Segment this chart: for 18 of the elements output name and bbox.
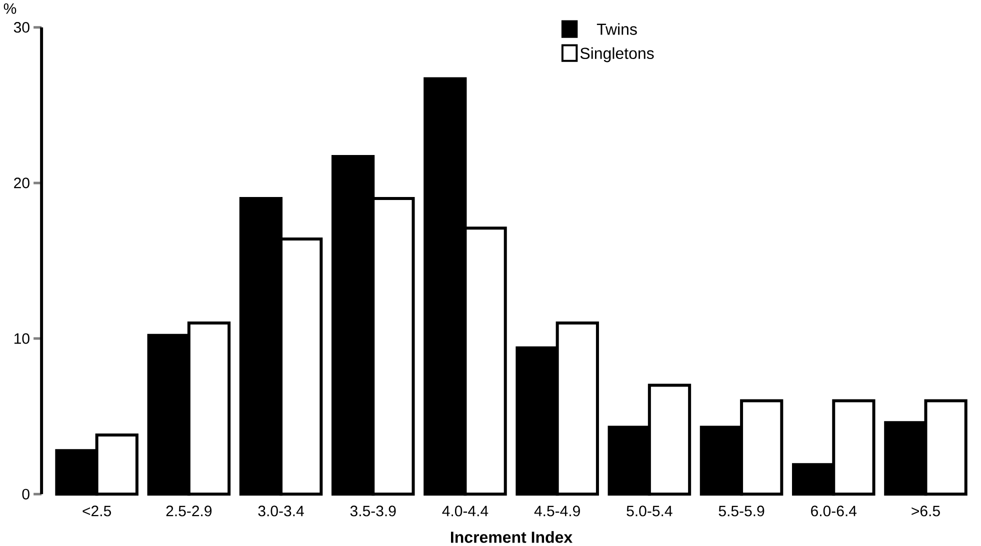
x-tick-label: 5.0-5.4: [626, 506, 672, 516]
x-tick-label: <2.5: [82, 506, 111, 516]
x-tick-label: 4.5-4.9: [534, 506, 580, 516]
x-tick-label: 3.0-3.4: [258, 506, 304, 516]
y-tick-label: 0: [22, 488, 30, 500]
legend-label: Singletons: [580, 47, 654, 62]
x-tick-label: 5.5-5.9: [718, 506, 764, 516]
y-tick-label: 10: [14, 333, 30, 344]
x-tick-label: 6.0-6.4: [811, 506, 857, 516]
x-axis-title: Increment Index: [451, 531, 572, 543]
x-tick-label: 2.5-2.9: [166, 506, 212, 516]
x-tick-label: >6.5: [912, 506, 940, 516]
x-tick-label: 4.0-4.4: [442, 506, 488, 516]
y-tick-label: 30: [14, 22, 30, 33]
x-tick-label: 3.5-3.9: [350, 506, 396, 516]
y-axis-title: %: [4, 3, 16, 14]
legend-label: Twins: [596, 23, 637, 35]
y-tick-label: 20: [14, 178, 30, 188]
